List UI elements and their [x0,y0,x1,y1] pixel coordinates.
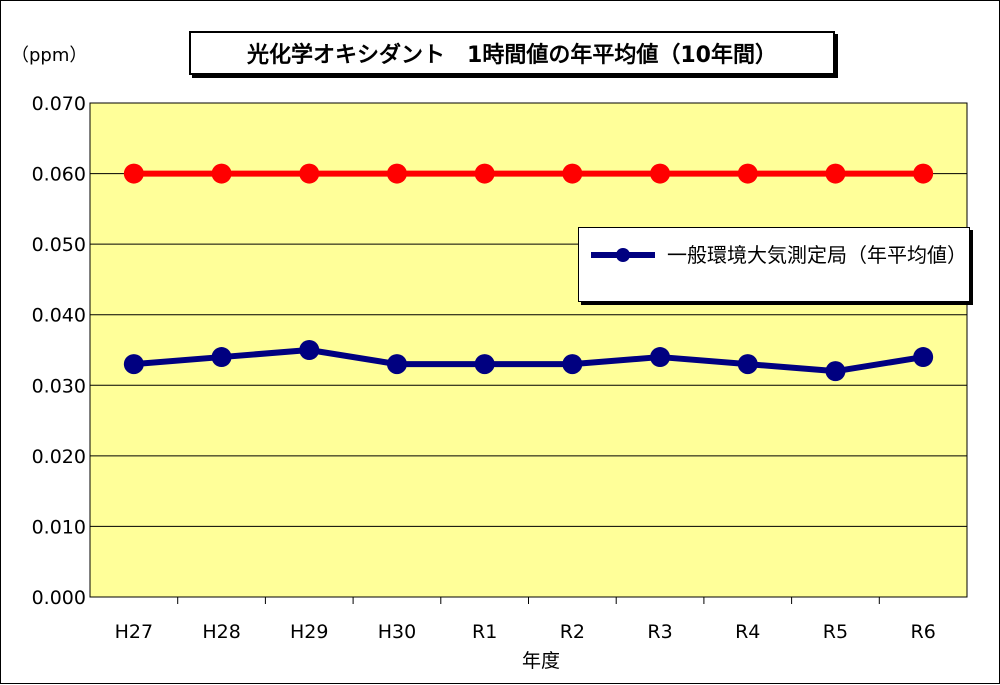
x-tick-label: H28 [202,621,240,643]
data-point [737,354,758,375]
plot-area [89,102,968,598]
data-point [211,347,232,368]
x-tick-label: H29 [290,621,328,643]
data-point [123,354,144,375]
x-axis-title: 年度 [522,650,560,672]
series-layer [123,163,934,382]
series-0 [123,340,934,382]
legend: 一般環境大気測定局（年平均値） [578,227,970,302]
y-tick-label: 0.060 [32,164,86,186]
x-tick-label: H30 [378,621,416,643]
legend-marker-navy [591,248,655,262]
series-1 [123,163,934,184]
data-point [386,354,407,375]
x-tick-label: R4 [735,621,760,643]
chart-title: 光化学オキシダント 1時間値の年平均値（10年間） [189,31,835,75]
y-tick-label: 0.040 [32,305,86,327]
x-tick-label: H27 [115,621,153,643]
data-point [474,163,495,184]
data-point [211,163,232,184]
data-point [386,163,407,184]
data-point [474,354,495,375]
y-tick-label: 0.000 [32,587,86,609]
x-tick-label: R2 [560,621,585,643]
data-point [650,347,671,368]
data-point [562,354,583,375]
data-point [562,163,583,184]
data-point [737,163,758,184]
y-tick-label: 0.070 [32,93,86,115]
legend-label-ambient-stations: 一般環境大気測定局（年平均値） [667,243,967,267]
x-tick-label: R5 [823,621,848,643]
series-line [133,347,924,375]
x-tick-label: R1 [472,621,497,643]
y-tick-label: 0.020 [32,446,86,468]
data-point [913,163,934,184]
data-point [825,163,846,184]
x-tick-label: R3 [647,621,672,643]
x-tick-label: R6 [911,621,936,643]
y-axis-tick-labels: 0.000 0.010 0.020 0.030 0.040 0.050 0.060 0.070 [32,93,86,609]
data-point [650,163,671,184]
data-point [123,163,144,184]
x-axis-ticks [177,597,880,604]
data-point [299,340,320,360]
y-tick-label: 0.010 [32,516,86,538]
y-tick-label: 0.050 [32,234,86,256]
data-point [913,347,934,368]
y-tick-label: 0.030 [32,375,86,397]
data-point [825,361,846,382]
x-axis-tick-labels: H27 H28 H29 H30 R1 R2 R3 R4 R5 R6 [115,621,936,643]
y-axis-unit-label: （ppm） [11,45,88,66]
data-point [299,163,320,184]
